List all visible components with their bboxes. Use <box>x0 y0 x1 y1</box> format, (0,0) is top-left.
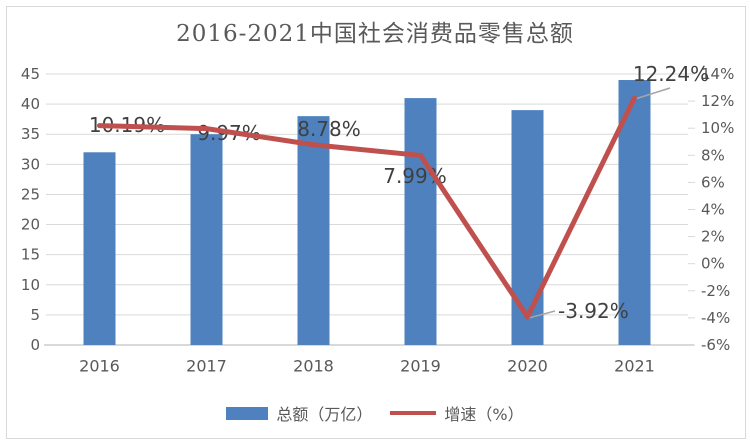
y-axis-left-tick-label: 0 <box>30 336 40 354</box>
growth-rate-line <box>97 95 637 320</box>
bar-2017 <box>190 134 223 345</box>
x-axis-tick-label: 2018 <box>293 357 334 376</box>
y-axis-right-tick-label: -6% <box>701 336 730 354</box>
y-axis-right-tick-label: 0% <box>701 255 725 273</box>
y-axis-right-tick-label: 4% <box>701 201 725 219</box>
y-axis-left-tick-label: 20 <box>21 216 40 234</box>
bar-2019 <box>404 98 437 345</box>
x-axis-tick-label: 2016 <box>79 357 120 376</box>
y-axis-left-tick-label: 35 <box>21 125 40 143</box>
data-label-2021: 12.24% <box>633 62 709 86</box>
y-axis-left-tick-label: 10 <box>21 276 40 294</box>
y-axis-right-tick-label: 12% <box>701 92 734 110</box>
data-label-2020: -3.92% <box>558 299 629 323</box>
y-axis-right-tick-label: 10% <box>701 119 734 137</box>
y-axis-right-tick-label: -4% <box>701 309 730 327</box>
x-axis-tick-label: 2019 <box>400 357 441 376</box>
y-axis-left-tick-label: 5 <box>30 306 40 324</box>
leader-line-2021 <box>635 87 671 100</box>
x-axis-tick-label: 2020 <box>507 357 548 376</box>
y-axis-left-tick-label: 25 <box>21 185 40 203</box>
data-label-2018: 8.78% <box>297 117 361 141</box>
bar-2018 <box>297 116 330 346</box>
x-axis-tick-label: 2017 <box>186 357 227 376</box>
bar-2020 <box>511 110 544 345</box>
legend-item-growth: 增速（%） <box>390 401 524 425</box>
chart-title: 2016-2021中国社会消费品零售总额 <box>176 21 574 47</box>
legend-label-growth: 增速（%） <box>444 405 524 424</box>
y-axis-left-tick-label: 45 <box>21 65 40 83</box>
y-axis-right-tick-label: 6% <box>701 173 725 191</box>
y-axis-right-tick-label: 2% <box>701 228 725 246</box>
line-series-swatch <box>390 411 437 415</box>
leader-line-2020 <box>529 310 556 319</box>
bar-2016 <box>83 152 116 345</box>
legend-item-total: 总额（万亿） <box>226 401 372 425</box>
y-axis-right-tick-label: -2% <box>701 282 730 300</box>
y-axis-left-tick-label: 40 <box>21 95 40 113</box>
legend-label-total: 总额（万亿） <box>276 405 373 424</box>
y-axis-right-tick-label: 14% <box>701 65 734 83</box>
y-axis-left-tick-label: 15 <box>21 246 40 264</box>
y-axis-right-tick-label: 8% <box>701 146 725 164</box>
legend: 总额（万亿） 增速（%） <box>0 401 750 425</box>
y-axis-left-tick-label: 30 <box>21 155 40 173</box>
bar-series-swatch <box>226 406 269 420</box>
x-axis-tick-label: 2021 <box>614 357 655 376</box>
